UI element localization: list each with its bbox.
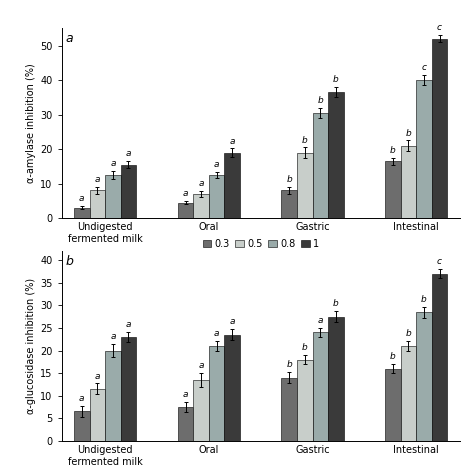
Text: a: a bbox=[95, 175, 100, 184]
Text: a: a bbox=[183, 390, 188, 399]
Bar bbox=[282, 191, 297, 218]
Bar bbox=[121, 337, 137, 441]
Text: c: c bbox=[421, 63, 427, 72]
Bar bbox=[178, 202, 193, 218]
Text: a: a bbox=[229, 137, 235, 146]
Bar bbox=[282, 378, 297, 441]
Text: b: b bbox=[302, 136, 308, 145]
Text: b: b bbox=[406, 329, 411, 338]
Text: a: a bbox=[214, 329, 219, 338]
Bar bbox=[401, 146, 416, 218]
Bar bbox=[312, 332, 328, 441]
Bar bbox=[90, 191, 105, 218]
Legend: 0.3, 0.5, 0.8, 1: 0.3, 0.5, 0.8, 1 bbox=[199, 235, 323, 253]
Text: b: b bbox=[286, 175, 292, 184]
Bar bbox=[224, 153, 240, 218]
Bar bbox=[416, 312, 432, 441]
Bar bbox=[385, 161, 401, 218]
Text: b: b bbox=[390, 146, 396, 155]
Text: b: b bbox=[302, 343, 308, 352]
Text: a: a bbox=[79, 394, 84, 403]
Bar bbox=[416, 80, 432, 218]
Text: a: a bbox=[183, 189, 188, 198]
Text: b: b bbox=[333, 75, 339, 84]
Bar bbox=[105, 351, 121, 441]
Bar bbox=[74, 411, 90, 441]
Bar bbox=[193, 194, 209, 218]
Bar bbox=[193, 380, 209, 441]
Bar bbox=[224, 335, 240, 441]
Bar bbox=[312, 113, 328, 218]
Bar bbox=[121, 164, 137, 218]
Text: a: a bbox=[318, 316, 323, 325]
Text: c: c bbox=[437, 257, 442, 266]
Bar bbox=[432, 274, 447, 441]
Bar bbox=[209, 175, 224, 218]
Text: b: b bbox=[318, 96, 323, 105]
Bar bbox=[297, 153, 312, 218]
Bar bbox=[432, 39, 447, 218]
Text: b: b bbox=[65, 255, 73, 268]
Text: a: a bbox=[95, 372, 100, 381]
Text: c: c bbox=[437, 24, 442, 33]
Text: a: a bbox=[79, 194, 84, 203]
Text: a: a bbox=[110, 159, 116, 168]
Bar bbox=[401, 346, 416, 441]
Bar bbox=[90, 389, 105, 441]
Bar bbox=[385, 369, 401, 441]
Y-axis label: α-amylase inhibition (%): α-amylase inhibition (%) bbox=[26, 64, 36, 183]
Text: a: a bbox=[214, 160, 219, 169]
Bar bbox=[297, 360, 312, 441]
Bar bbox=[105, 175, 121, 218]
Text: a: a bbox=[126, 320, 131, 329]
Text: a: a bbox=[65, 32, 73, 45]
Text: b: b bbox=[421, 295, 427, 304]
Y-axis label: α-glucosidase inhibition (%): α-glucosidase inhibition (%) bbox=[26, 278, 36, 414]
Text: a: a bbox=[229, 318, 235, 327]
Text: b: b bbox=[390, 352, 396, 361]
Text: b: b bbox=[286, 360, 292, 369]
Bar bbox=[74, 208, 90, 218]
Text: b: b bbox=[406, 128, 411, 137]
Text: a: a bbox=[198, 361, 204, 370]
Bar bbox=[328, 92, 344, 218]
Bar bbox=[209, 346, 224, 441]
Text: a: a bbox=[126, 149, 131, 158]
Bar bbox=[178, 407, 193, 441]
Bar bbox=[328, 317, 344, 441]
Text: a: a bbox=[110, 332, 116, 341]
Text: b: b bbox=[333, 300, 339, 309]
Text: a: a bbox=[198, 179, 204, 188]
